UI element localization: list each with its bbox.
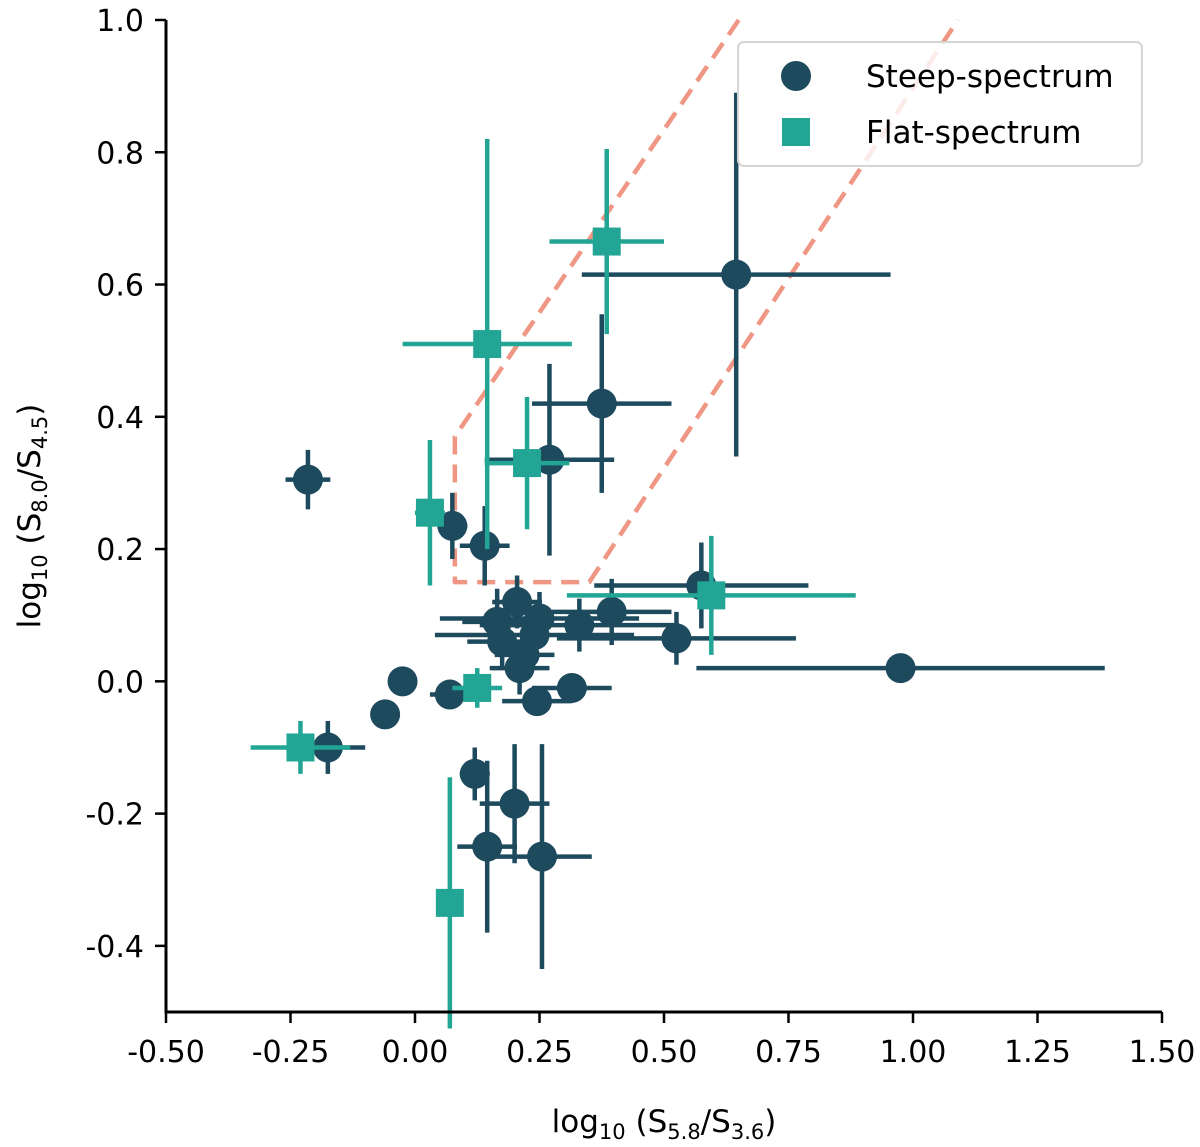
x-axis-title: log10 (S5.8/S3.6) xyxy=(552,1104,777,1144)
y-title-close: ) xyxy=(12,404,48,416)
flat-point xyxy=(415,439,445,586)
steep-marker xyxy=(434,679,465,710)
steep-point xyxy=(581,92,891,457)
y-tick-label: -0.4 xyxy=(85,930,144,965)
flat-point xyxy=(549,148,664,335)
steep-point xyxy=(492,744,592,970)
steep-marker xyxy=(586,388,617,419)
steep-point xyxy=(532,672,612,703)
steep-marker xyxy=(437,510,468,541)
steep-marker xyxy=(499,788,530,819)
flat-point xyxy=(484,396,570,530)
legend: Steep-spectrum Flat-spectrum xyxy=(737,41,1143,167)
steep-point xyxy=(479,598,679,652)
y-title-sub45: 4.5 xyxy=(28,416,52,449)
flat-point xyxy=(452,668,503,708)
flat-point xyxy=(250,721,351,774)
flat-marker xyxy=(463,673,492,702)
y-tick-label: 0.2 xyxy=(96,533,144,568)
steep-marker xyxy=(556,672,587,703)
y-axis-title: log10 (S8.0/S4.5) xyxy=(12,404,52,629)
x-tick-label: 0.75 xyxy=(755,1035,822,1070)
selection-wedge xyxy=(452,18,960,585)
steep-marker xyxy=(596,596,627,627)
steep-point xyxy=(285,449,331,510)
y-tick-label: 1.0 xyxy=(96,4,144,39)
x-tick-label: 1.50 xyxy=(1129,1035,1196,1070)
data-points xyxy=(250,92,1105,1029)
x-title-sub36: 3.6 xyxy=(731,1120,764,1144)
steep-marker xyxy=(472,831,503,862)
x-tick-label: 0.25 xyxy=(506,1035,573,1070)
steep-point xyxy=(429,679,470,710)
legend-steep-label: Steep-spectrum xyxy=(866,59,1114,95)
flat-point xyxy=(402,139,572,550)
steep-marker xyxy=(661,623,692,654)
legend-frame xyxy=(737,41,1143,167)
flat-marker xyxy=(697,581,726,610)
steep-point xyxy=(502,686,572,717)
flat-point xyxy=(566,535,856,655)
steep-point xyxy=(459,747,490,801)
steep-point xyxy=(387,666,418,697)
steep-marker xyxy=(387,666,418,697)
flat-marker xyxy=(513,449,542,478)
flat-marker xyxy=(435,888,464,917)
wedge-boundary-line xyxy=(452,18,960,585)
legend-steep-marker xyxy=(781,61,811,91)
steep-point xyxy=(556,611,796,665)
x-tick-label: 0.50 xyxy=(631,1035,698,1070)
steep-marker xyxy=(459,758,490,789)
flat-marker xyxy=(415,498,444,527)
legend-flat-marker xyxy=(782,118,810,146)
steep-marker xyxy=(469,530,500,561)
flat-point xyxy=(435,777,464,1029)
steep-marker xyxy=(526,841,557,872)
x-tick-label: -0.50 xyxy=(127,1035,205,1070)
steep-point xyxy=(484,363,615,556)
x-title-open: (S xyxy=(626,1104,668,1140)
steep-point xyxy=(489,641,550,695)
steep-marker xyxy=(502,586,533,617)
x-title-close: ) xyxy=(764,1104,776,1140)
steep-marker xyxy=(721,259,752,290)
y-tick-label: 0.4 xyxy=(96,401,144,436)
steep-point xyxy=(479,744,550,864)
y-title-sub10: 10 xyxy=(28,554,52,581)
steep-marker xyxy=(534,444,565,475)
steep-point xyxy=(462,588,533,655)
steep-marker xyxy=(522,686,553,717)
flat-marker xyxy=(473,330,502,359)
legend-flat-label: Flat-spectrum xyxy=(866,115,1081,151)
x-tick-label: 0.00 xyxy=(382,1035,449,1070)
y-title-slash: /S xyxy=(12,449,48,479)
y-title-sub80: 8.0 xyxy=(28,479,52,512)
steep-marker xyxy=(292,464,323,495)
steep-point xyxy=(437,492,468,559)
y-tick-label: 0.0 xyxy=(96,665,144,700)
x-tick-label: -0.25 xyxy=(252,1035,330,1070)
steep-point xyxy=(696,653,1105,684)
y-tick-label: 0.8 xyxy=(96,136,144,171)
axis-ticks: -0.50 -0.25 0.00 0.25 0.50 0.75 1.00 1.25 1.50 -0… xyxy=(85,4,1195,1070)
x-title-sub58: 5.8 xyxy=(667,1120,700,1144)
steep-marker xyxy=(885,653,916,684)
steep-point xyxy=(532,314,672,493)
y-title-open: (S xyxy=(12,513,48,555)
x-title-slash: /S xyxy=(701,1104,731,1140)
steep-marker xyxy=(504,653,535,684)
steep-marker xyxy=(564,610,595,641)
steep-point xyxy=(370,699,401,730)
flat-marker xyxy=(592,227,621,256)
steep-marker xyxy=(370,699,401,730)
flat-marker xyxy=(286,733,315,762)
x-tick-label: 1.00 xyxy=(880,1035,947,1070)
y-tick-label: 0.6 xyxy=(96,269,144,304)
x-title-sub10: 10 xyxy=(599,1120,626,1144)
y-tick-label: -0.2 xyxy=(85,798,144,833)
steep-point xyxy=(459,506,510,586)
steep-point xyxy=(457,760,518,933)
x-tick-label: 1.25 xyxy=(1004,1035,1071,1070)
